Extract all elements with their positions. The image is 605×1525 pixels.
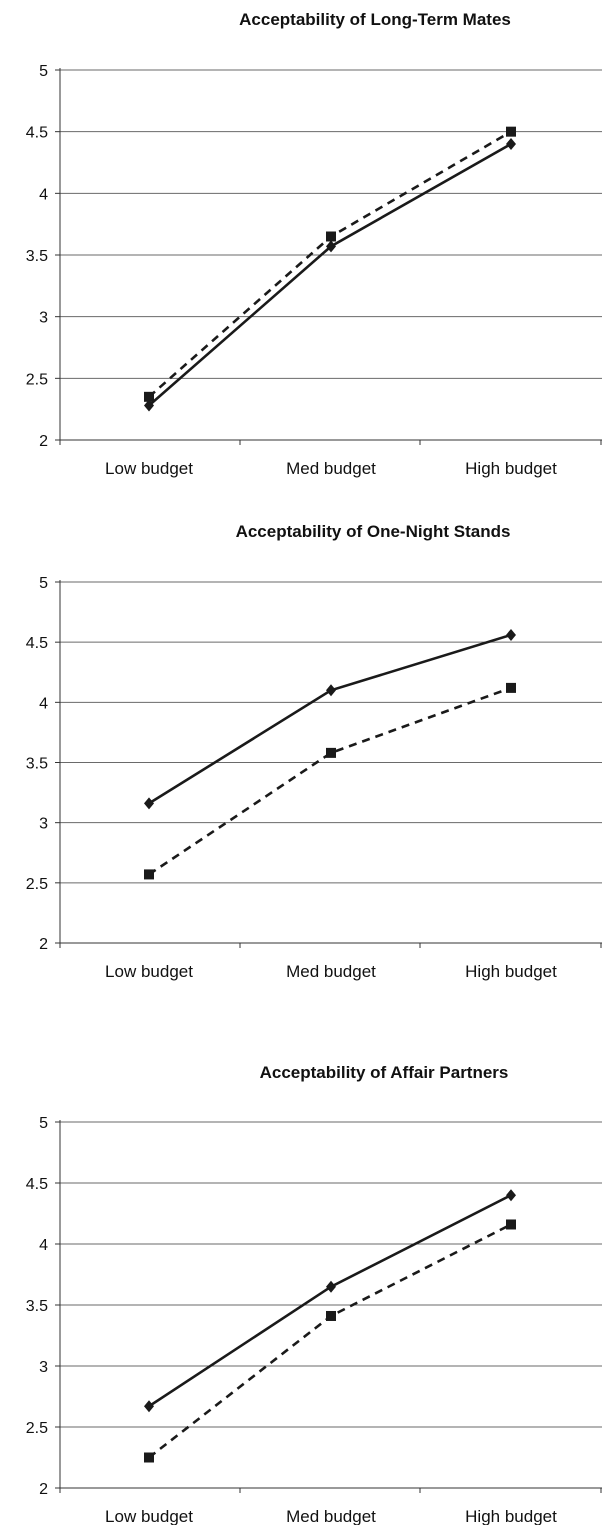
y-tick-label: 2.5	[26, 1420, 48, 1437]
data-point-square	[326, 231, 336, 242]
data-point-diamond	[144, 399, 154, 412]
data-point-diamond	[506, 628, 516, 641]
x-tick-label: Med budget	[286, 1507, 376, 1525]
x-tick-label: High budget	[465, 1507, 557, 1525]
y-tick-label: 5	[39, 575, 48, 592]
chart-panel-long-term-mates: Acceptability of Long-Term Mates 2 2.5 3 3.…	[26, 10, 602, 478]
data-point-square	[144, 391, 154, 402]
y-tick-label: 5	[39, 1115, 48, 1132]
data-point-square	[506, 1219, 516, 1230]
x-tick-label: Low budget	[105, 962, 193, 981]
y-tick-label: 4.5	[26, 635, 48, 652]
y-tick-label: 2	[39, 1481, 48, 1498]
y-tick-label: 5	[39, 63, 48, 80]
data-point-square	[144, 1452, 154, 1463]
chart-title: Acceptability of One-Night Stands	[236, 522, 511, 541]
series-line-solid	[148, 633, 512, 805]
y-tick-label: 2	[39, 936, 48, 953]
chart-plot-area: 2 2.5 3 3.5 4 4.5 5 Low budget Med budget High bu…	[26, 1115, 602, 1525]
chart-title: Acceptability of Affair Partners	[260, 1063, 509, 1082]
y-tick-label: 2.5	[26, 876, 48, 893]
chart-panel-affair-partners: Acceptability of Affair Partners 2 2.5 3 3.…	[26, 1063, 602, 1525]
data-point-diamond	[326, 684, 336, 697]
y-tick-label: 3.5	[26, 756, 48, 773]
series-line-dashed	[148, 1223, 512, 1459]
data-point-diamond	[144, 1400, 154, 1413]
data-point-diamond	[506, 138, 516, 150]
x-tick-label: High budget	[465, 459, 557, 478]
y-tick-label: 2.5	[26, 371, 48, 388]
y-tick-label: 2	[39, 433, 48, 450]
y-tick-label: 3	[39, 816, 48, 833]
chart-panel-one-night-stands: Acceptability of One-Night Stands 2 2.5 3 3…	[26, 522, 602, 981]
x-tick-label: Med budget	[286, 962, 376, 981]
y-tick-label: 3.5	[26, 1298, 48, 1315]
y-tick-label: 4	[39, 1237, 48, 1254]
data-point-square	[144, 869, 154, 880]
chart-title: Acceptability of Long-Term Mates	[239, 10, 511, 29]
y-tick-label: 3	[39, 310, 48, 327]
data-point-square	[506, 126, 516, 137]
chart-plot-area: 2 2.5 3 3.5 4 4.5 5 Low budget Med budget High bu…	[26, 63, 602, 478]
x-tick-label: High budget	[465, 962, 557, 981]
data-point-square	[326, 747, 336, 758]
data-point-diamond	[326, 1280, 336, 1293]
series-line-solid	[148, 1194, 512, 1408]
y-tick-label: 3.5	[26, 248, 48, 265]
data-point-square	[506, 682, 516, 693]
series-line-dashed	[148, 686, 512, 876]
y-tick-label: 3	[39, 1359, 48, 1376]
y-tick-label: 4	[39, 186, 48, 203]
data-point-square	[326, 1310, 336, 1321]
y-tick-label: 4	[39, 695, 48, 712]
data-point-diamond	[144, 797, 154, 810]
x-tick-label: Low budget	[105, 459, 193, 478]
data-point-diamond	[326, 240, 336, 253]
y-tick-label: 4.5	[26, 125, 48, 142]
chart-plot-area: 2 2.5 3 3.5 4 4.5 5 Low budget Med budget High bu…	[26, 575, 602, 981]
data-point-diamond	[506, 1189, 516, 1202]
x-tick-label: Low budget	[105, 1507, 193, 1525]
x-tick-label: Med budget	[286, 459, 376, 478]
series-line-solid	[148, 142, 512, 407]
y-tick-label: 4.5	[26, 1176, 48, 1193]
